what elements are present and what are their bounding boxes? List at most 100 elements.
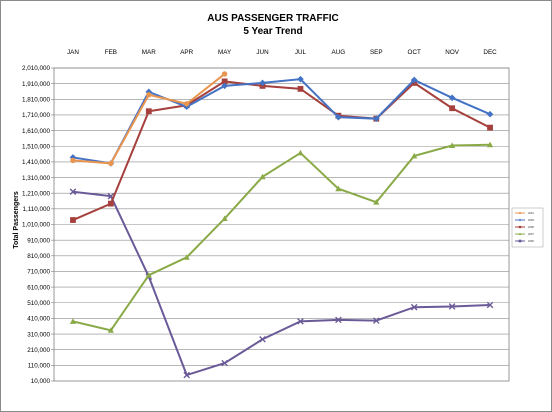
legend-label: 2007 xyxy=(528,232,534,236)
chart-title: AUS PASSENGER TRAFFIC xyxy=(207,13,339,24)
y-tick-label: 1,810,000 xyxy=(22,97,51,104)
x-tick-label: FEB xyxy=(105,49,117,56)
data-point xyxy=(518,211,522,215)
x-tick-label: DEC xyxy=(483,49,497,56)
data-point xyxy=(373,199,380,205)
data-point-stroke xyxy=(372,317,380,324)
chart-subtitle: 5 Year Trend xyxy=(243,26,302,37)
data-point xyxy=(518,232,522,235)
y-tick-label: 910,000 xyxy=(27,237,50,244)
legend-entry: 2009 xyxy=(515,218,534,222)
legend-entry: 2006 xyxy=(515,239,534,243)
data-point xyxy=(183,254,190,260)
data-point xyxy=(69,318,77,324)
data-point xyxy=(449,142,456,148)
data-point xyxy=(297,149,304,156)
data-point xyxy=(221,82,228,90)
y-tick-label: 510,000 xyxy=(27,300,50,307)
data-point xyxy=(518,225,522,229)
data-point xyxy=(69,188,77,196)
y-tick-label: 110,000 xyxy=(28,363,51,370)
data-point xyxy=(518,239,522,243)
legend-entry: 2007 xyxy=(515,232,534,236)
data-point xyxy=(146,92,152,98)
y-axis-label: Total Passengers xyxy=(13,191,20,249)
series-2007 xyxy=(69,141,494,333)
data-point xyxy=(486,141,494,148)
series-2006 xyxy=(69,188,494,379)
y-tick-label: 1,410,000 xyxy=(22,159,51,166)
data-point xyxy=(297,85,304,92)
x-tick-label: JUN xyxy=(256,49,269,56)
data-point xyxy=(107,327,114,333)
data-point-stroke xyxy=(259,335,266,343)
x-tick-label: AUG xyxy=(332,49,346,56)
data-point xyxy=(145,108,152,115)
series-line xyxy=(72,73,226,165)
data-point xyxy=(259,335,266,343)
data-point xyxy=(221,71,228,77)
data-point xyxy=(107,200,114,207)
data-point-stroke xyxy=(448,303,456,310)
y-tick-label: 1,310,000 xyxy=(22,175,51,182)
x-tick-label: JAN xyxy=(67,49,79,56)
data-point xyxy=(221,78,228,85)
data-point xyxy=(372,317,380,324)
y-tick-label: 1,910,000 xyxy=(22,81,51,88)
data-point xyxy=(184,101,190,107)
x-tick-label: JUL xyxy=(295,49,307,56)
data-point xyxy=(335,316,342,324)
data-point xyxy=(70,157,76,164)
data-point xyxy=(335,185,342,192)
data-point xyxy=(69,154,77,161)
x-tick-label: SEP xyxy=(370,49,383,56)
data-point xyxy=(448,303,456,310)
data-point xyxy=(145,272,152,278)
series-line xyxy=(72,190,491,377)
legend-label: 2009 xyxy=(528,218,534,222)
x-tick-label: MAY xyxy=(218,49,232,56)
y-tick-label: 1,510,000 xyxy=(22,143,51,150)
data-point xyxy=(297,318,304,325)
data-point-stroke xyxy=(486,301,494,309)
plot-area: 10,000 110,000 210,000 310,000 410,000 510,00… xyxy=(22,49,510,385)
y-tick-label: 310,000 xyxy=(27,331,50,338)
y-tick-label: 210,000 xyxy=(27,347,50,354)
x-tick-label: OCT xyxy=(408,49,421,56)
y-tick-label: 1,710,000 xyxy=(22,112,51,119)
y-tick-label: 610,000 xyxy=(27,284,50,291)
data-point-stroke xyxy=(69,188,77,196)
x-tick-label: MAR xyxy=(142,49,156,56)
data-point xyxy=(410,76,418,84)
data-point xyxy=(183,371,191,379)
data-point xyxy=(486,301,494,309)
series-line xyxy=(72,80,491,221)
data-point xyxy=(70,217,76,223)
legend-label: 2008 xyxy=(528,225,534,229)
data-point xyxy=(487,124,493,131)
data-point xyxy=(372,115,380,122)
data-point xyxy=(335,113,342,121)
series-line xyxy=(72,143,491,332)
y-tick-label: 410,000 xyxy=(27,316,50,323)
legend-entry: 2008 xyxy=(515,225,534,229)
data-point xyxy=(449,105,456,112)
data-point xyxy=(259,79,266,87)
legend-label: 2010 xyxy=(528,211,534,215)
data-point xyxy=(108,160,114,167)
y-tick-label: 1,010,000 xyxy=(22,222,51,229)
data-point xyxy=(221,215,228,222)
data-point xyxy=(448,94,456,102)
data-point xyxy=(221,359,228,367)
series-line xyxy=(72,78,491,165)
data-point-stroke xyxy=(107,192,115,200)
legend: 2010 2009 2008 2007 2006 xyxy=(511,207,544,248)
y-tick-label: 1,110,000 xyxy=(22,206,50,213)
data-point xyxy=(518,218,522,222)
data-point xyxy=(410,303,418,311)
series-2010 xyxy=(70,71,228,167)
x-tick-label: NOV xyxy=(445,49,459,56)
y-tick-label: 1,210,000 xyxy=(22,190,51,197)
